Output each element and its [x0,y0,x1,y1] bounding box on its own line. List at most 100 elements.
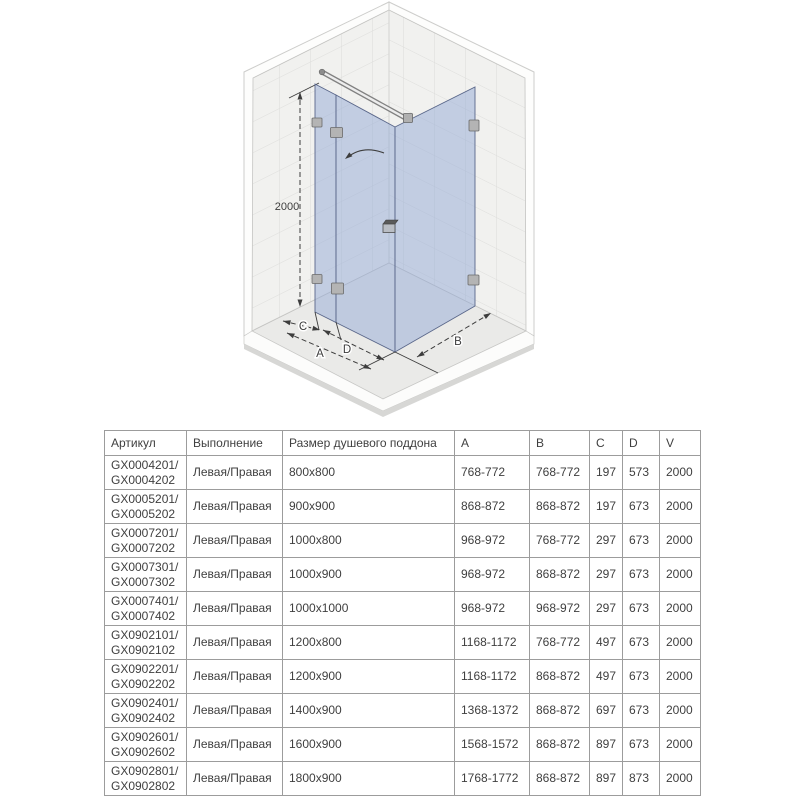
variant-cell: Левая/Правая [186,761,283,796]
glass-side-panel [394,86,476,353]
size-cell: 1200x900 [282,659,455,694]
table-row: GX0007201/GX0007202 Левая/Правая 1000x800 9… [104,523,701,558]
door-swing-arrow [345,149,385,159]
table-row: GX0902101/GX0902102 Левая/Правая 1200x800 1… [104,625,701,660]
v-cell: 2000 [659,693,701,728]
dim-a: A [286,332,372,370]
variant-cell: Левая/Правая [186,489,283,524]
table-row: GX0004201/GX0004202 Левая/Правая 800x800 76… [104,455,701,490]
variant-cell: Левая/Правая [186,659,283,694]
variant-cell: Левая/Правая [186,523,283,558]
v-cell: 2000 [659,659,701,694]
v-cell: 2000 [659,625,701,660]
table-row: GX0902201/GX0902202 Левая/Правая 1200x900 1… [104,659,701,694]
c-cell: 197 [589,455,623,490]
b-cell: 968-972 [529,591,590,626]
dim-c: C [282,320,321,335]
dim-d-label: D [343,344,351,356]
article-cell: GX0007401/GX0007402 [104,591,187,626]
table-row: GX0902801/GX0902802 Левая/Правая 1800x900 1… [104,761,701,796]
column-header: V [659,430,701,456]
a-cell: 968-972 [454,557,530,592]
article-cell: GX0007201/GX0007202 [104,523,187,558]
table-row: GX0007301/GX0007302 Левая/Правая 1000x900 9… [104,557,701,592]
a-cell: 868-872 [454,489,530,524]
table-row: GX0902601/GX0902602 Левая/Правая 1600x900 1… [104,727,701,762]
size-cell: 1800x900 [282,761,455,796]
v-cell: 2000 [659,761,701,796]
d-cell: 673 [622,727,660,762]
size-cell: 1400x900 [282,693,455,728]
b-cell: 868-872 [529,693,590,728]
b-cell: 868-872 [529,761,590,796]
dim-height-label: 2000 [275,201,299,213]
d-cell: 673 [622,557,660,592]
article-cell: GX0902201/GX0902202 [104,659,187,694]
variant-cell: Левая/Правая [186,591,283,626]
variant-cell: Левая/Правая [186,557,283,592]
d-cell: 573 [622,455,660,490]
c-cell: 297 [589,523,623,558]
table-row: GX0005201/GX0005202 Левая/Правая 900x900 86… [104,489,701,524]
hinge-icon [330,127,343,138]
c-cell: 897 [589,727,623,762]
column-header: Выполнение [186,430,283,456]
dim-c-label: C [299,321,307,333]
dim-b: B [416,312,492,358]
dim-a-label: A [316,348,324,360]
b-cell: 768-772 [529,625,590,660]
column-header: C [589,430,623,456]
a-cell: 1168-1172 [454,659,530,694]
c-cell: 697 [589,693,623,728]
d-cell: 673 [622,523,660,558]
table-header-row: Артикул Выполнение Размер душевого поддона… [104,430,701,456]
wall-bracket-icon [311,117,323,128]
article-cell: GX0902401/GX0902402 [104,693,187,728]
variant-cell: Левая/Правая [186,693,283,728]
a-cell: 1768-1772 [454,761,530,796]
a-cell: 1168-1172 [454,625,530,660]
a-cell: 968-972 [454,591,530,626]
extension-line [335,321,342,341]
c-cell: 197 [589,489,623,524]
size-cell: 900x900 [282,489,455,524]
variant-cell: Левая/Правая [186,625,283,660]
extension-line [394,351,439,374]
c-cell: 497 [589,659,623,694]
column-header: D [622,430,660,456]
b-cell: 768-772 [529,455,590,490]
size-cell: 800x800 [282,455,455,490]
article-cell: GX0902101/GX0902102 [104,625,187,660]
b-cell: 868-872 [529,489,590,524]
column-header: Артикул [104,430,187,456]
door-handle [382,219,399,233]
column-header: Размер душевого поддона [282,430,455,456]
d-cell: 673 [622,625,660,660]
variant-cell: Левая/Правая [186,455,283,490]
v-cell: 2000 [659,523,701,558]
wall-bracket-icon [468,119,480,132]
article-cell: GX0005201/GX0005202 [104,489,187,524]
b-cell: 868-872 [529,727,590,762]
wall-bracket-icon [467,274,480,286]
article-cell: GX0902801/GX0902802 [104,761,187,796]
c-cell: 897 [589,761,623,796]
b-cell: 868-872 [529,659,590,694]
dim-b-label: B [454,336,462,348]
column-header: B [529,430,590,456]
bar-end-cap [318,68,326,76]
size-cell: 1200x800 [282,625,455,660]
article-cell: GX0004201/GX0004202 [104,455,187,490]
article-cell: GX0902601/GX0902602 [104,727,187,762]
article-cell: GX0007301/GX0007302 [104,557,187,592]
c-cell: 297 [589,591,623,626]
shower-enclosure-diagram: 2000 [243,1,535,417]
size-table-body: GX0004201/GX0004202 Левая/Правая 800x800 76… [104,455,701,796]
v-cell: 2000 [659,489,701,524]
wall-bracket-icon [311,274,323,284]
size-cell: 1600x900 [282,727,455,762]
table-row: GX0902401/GX0902402 Левая/Правая 1400x900 1… [104,693,701,728]
size-cell: 1000x900 [282,557,455,592]
a-cell: 968-972 [454,523,530,558]
